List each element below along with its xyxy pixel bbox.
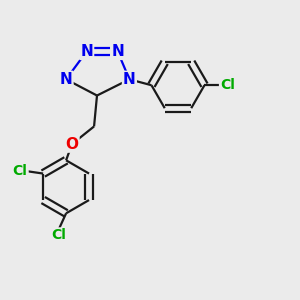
Text: O: O xyxy=(65,136,79,152)
Text: N: N xyxy=(123,72,136,87)
Text: N: N xyxy=(111,44,124,59)
Text: Cl: Cl xyxy=(13,164,28,178)
Text: Cl: Cl xyxy=(51,228,66,242)
Text: N: N xyxy=(60,72,73,87)
Text: Cl: Cl xyxy=(220,78,235,92)
Text: N: N xyxy=(80,44,93,59)
